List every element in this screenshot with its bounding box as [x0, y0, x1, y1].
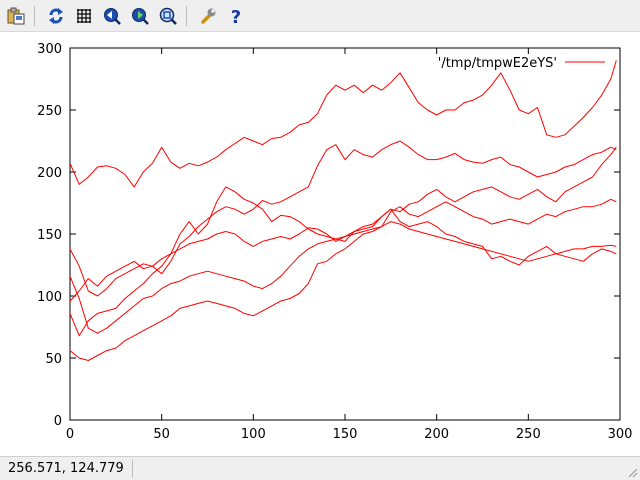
x-tick-label: 50	[153, 427, 170, 442]
previous-zoom-icon[interactable]	[100, 4, 124, 28]
y-tick-label: 100	[37, 290, 62, 305]
line-chart: 0 50 100 150 200 250 300 0 50 100 150 200 250 300 '/t…	[37, 42, 633, 442]
series-line-5	[69, 221, 617, 361]
x-tick-label: 0	[66, 427, 74, 442]
coordinate-readout: 256.571, 124.779	[8, 461, 124, 476]
svg-text:?: ?	[231, 7, 241, 25]
copy-clipboard-icon[interactable]	[4, 4, 28, 28]
series-line-2	[69, 140, 617, 302]
series-line-3	[69, 146, 617, 337]
help-icon[interactable]: ?	[224, 4, 248, 28]
series-line-6	[69, 198, 617, 334]
y-tick-label: 50	[45, 352, 62, 367]
legend-label: '/tmp/tmpwE2eYS'	[438, 56, 557, 71]
x-tick-label: 250	[516, 427, 541, 442]
autoscale-icon[interactable]	[156, 4, 180, 28]
x-tick-label: 150	[333, 427, 358, 442]
replot-icon[interactable]	[44, 4, 68, 28]
x-tick-label: 100	[241, 427, 266, 442]
toolbar-separator	[186, 6, 187, 26]
x-tick-label: 300	[608, 427, 633, 442]
y-tick-label: 200	[37, 166, 62, 181]
toolbar: ?	[0, 0, 640, 32]
settings-wrench-icon[interactable]	[196, 4, 220, 28]
grid-icon[interactable]	[72, 4, 96, 28]
resize-grip-icon[interactable]	[626, 466, 638, 478]
y-tick-label: 0	[54, 414, 62, 429]
y-tick-label: 300	[37, 42, 62, 57]
y-tick-label: 250	[37, 104, 62, 119]
toolbar-separator	[34, 6, 35, 26]
y-tick-label: 150	[37, 228, 62, 243]
series-line-4	[69, 208, 617, 297]
plot-frame	[69, 47, 621, 421]
status-bar: 256.571, 124.779	[0, 456, 640, 480]
plot-area[interactable]: 0 50 100 150 200 250 300 0 50 100 150 200 250 300 '/t…	[0, 32, 640, 456]
x-tick-label: 200	[424, 427, 449, 442]
next-zoom-icon[interactable]	[128, 4, 152, 28]
status-separator	[132, 460, 133, 478]
series-line-1	[69, 60, 617, 188]
